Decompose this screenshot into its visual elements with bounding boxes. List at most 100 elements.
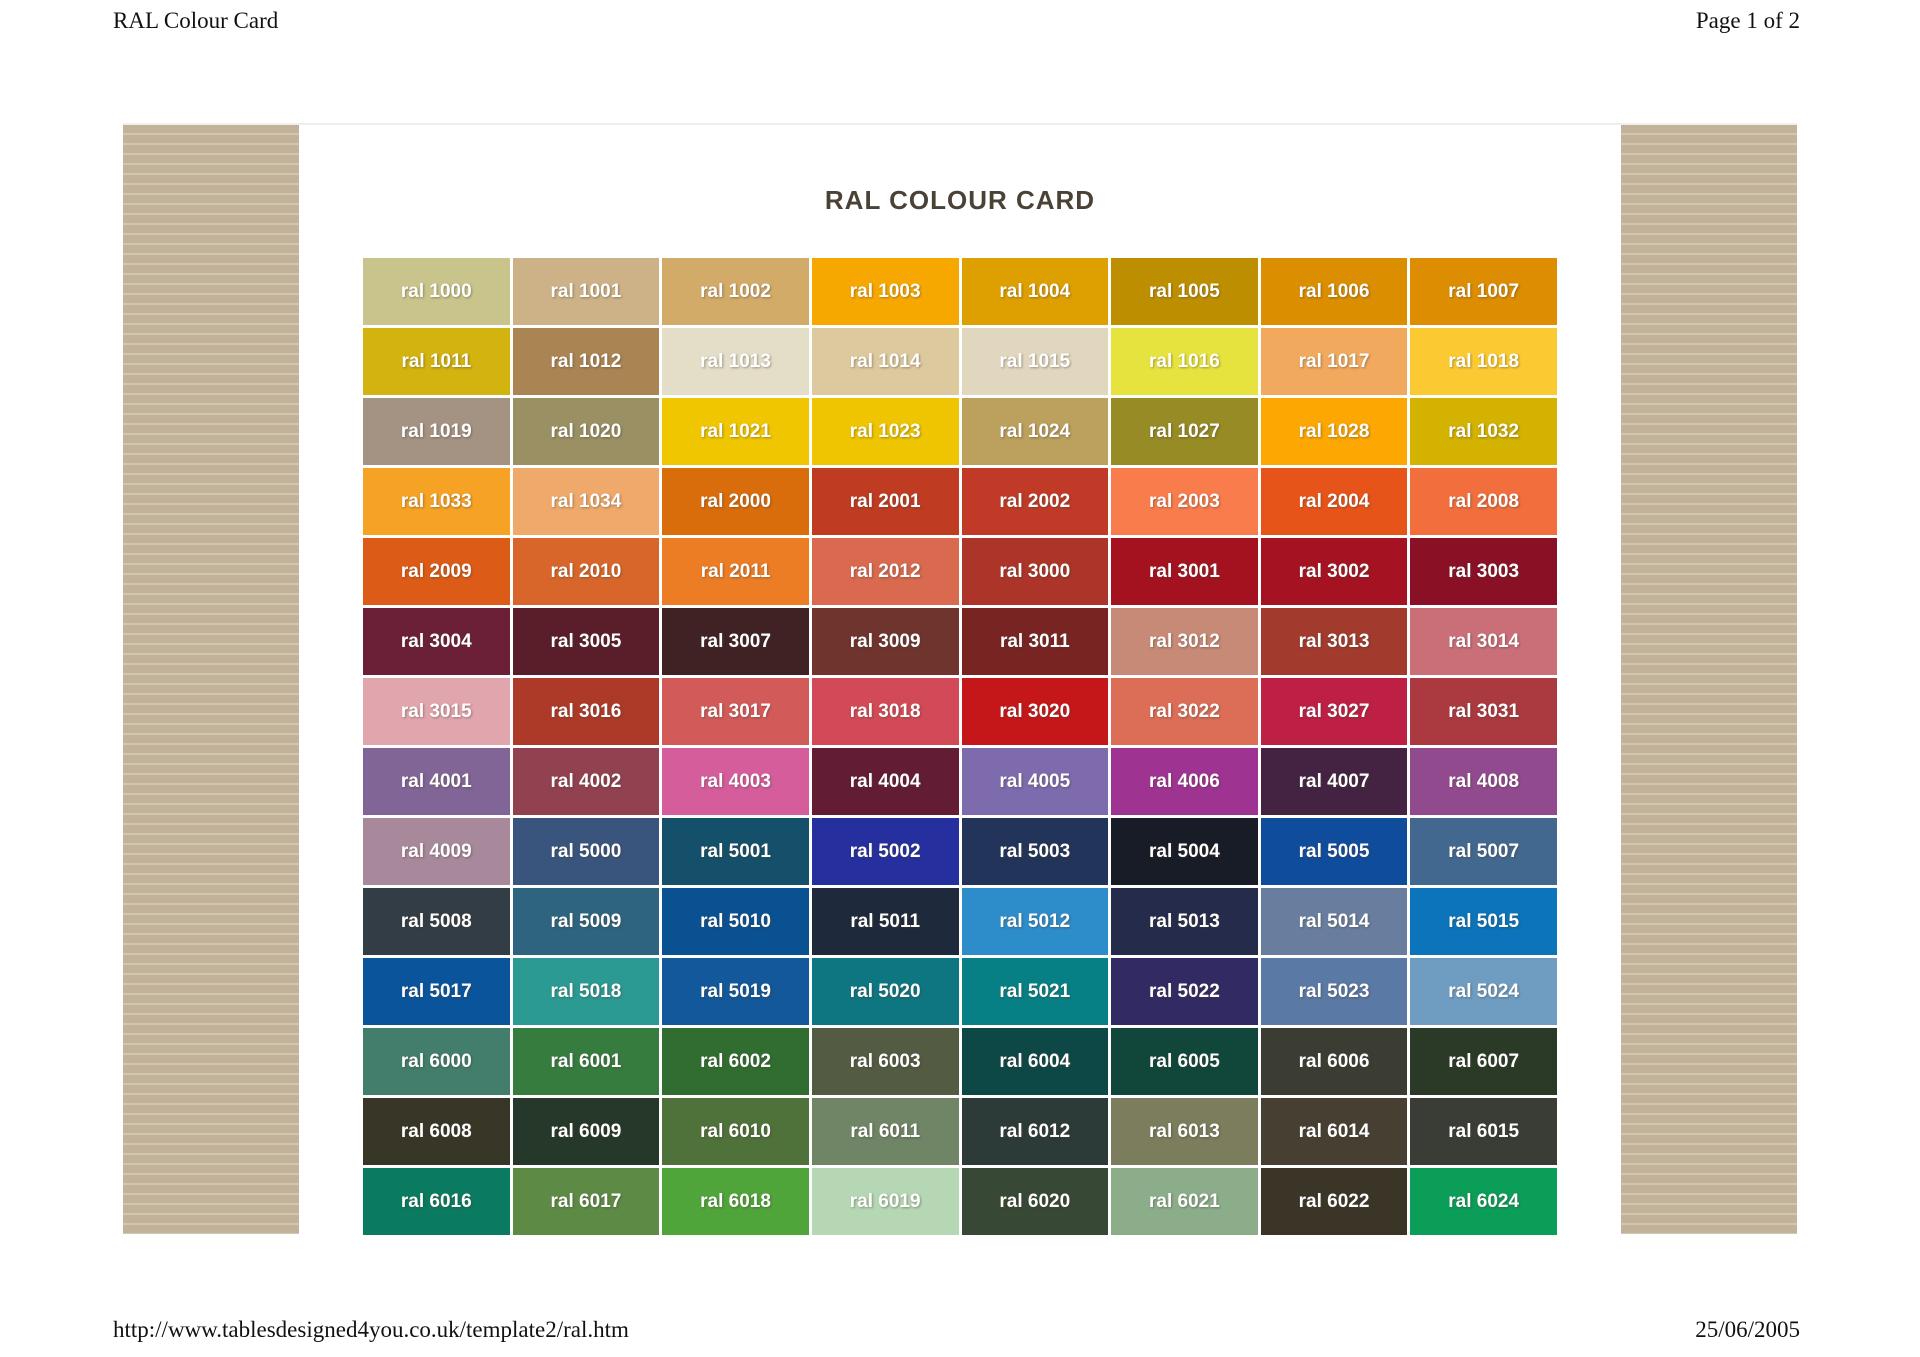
swatch-ral-2009: ral 2009: [363, 538, 510, 605]
swatch-ral-6021: ral 6021: [1111, 1168, 1258, 1235]
swatch-ral-6010: ral 6010: [662, 1098, 809, 1165]
swatch-label: ral 1021: [700, 420, 771, 442]
swatch-ral-1002: ral 1002: [662, 258, 809, 325]
swatch-label: ral 1016: [1149, 350, 1220, 372]
swatch-ral-6012: ral 6012: [961, 1098, 1109, 1165]
swatch-label: ral 3002: [1298, 560, 1370, 582]
swatch-label: ral 6018: [700, 1190, 771, 1212]
swatch-label: ral 1014: [849, 350, 921, 372]
swatch-label: ral 2001: [849, 490, 921, 512]
swatch-ral-1015: ral 1015: [961, 328, 1109, 395]
swatch-label: ral 6022: [1298, 1190, 1370, 1212]
swatch-ral-1012: ral 1012: [512, 328, 660, 395]
swatch-ral-5004: ral 5004: [1111, 818, 1258, 885]
swatch-label: ral 5013: [1149, 910, 1220, 932]
swatch-ral-5003: ral 5003: [961, 818, 1109, 885]
swatch-label: ral 6009: [550, 1120, 622, 1142]
swatch-label: ral 5010: [700, 910, 771, 932]
ral-colour-grid: ral 1000 ral 1001 ral 1002 ral 1003 ral 1004…: [363, 258, 1557, 1235]
swatch-label: ral 3012: [1149, 630, 1220, 652]
swatch-ral-1034: ral 1034: [512, 468, 660, 535]
swatch-label: ral 6006: [1298, 1050, 1370, 1072]
swatch-ral-3022: ral 3022: [1111, 678, 1258, 745]
swatch-label: ral 4008: [1448, 770, 1520, 792]
swatch-ral-4005: ral 4005: [961, 748, 1109, 815]
swatch-ral-1024: ral 1024: [961, 398, 1109, 465]
swatch-ral-6015: ral 6015: [1410, 1098, 1557, 1165]
swatch-label: ral 3017: [700, 700, 771, 722]
swatch-ral-6020: ral 6020: [961, 1168, 1109, 1235]
swatch-ral-2001: ral 2001: [811, 468, 959, 535]
swatch-label: ral 1007: [1448, 280, 1520, 302]
swatch-label: ral 5015: [1448, 910, 1520, 932]
swatch-ral-1004: ral 1004: [961, 258, 1109, 325]
swatch-label: ral 1023: [849, 420, 921, 442]
swatch-label: ral 1034: [550, 490, 622, 512]
swatch-ral-4003: ral 4003: [662, 748, 809, 815]
swatch-label: ral 1032: [1448, 420, 1520, 442]
swatch-ral-1017: ral 1017: [1260, 328, 1408, 395]
swatch-ral-5010: ral 5010: [662, 888, 809, 955]
swatch-label: ral 1013: [700, 350, 771, 372]
swatch-label: ral 6012: [999, 1120, 1071, 1142]
swatch-ral-5024: ral 5024: [1410, 958, 1557, 1025]
swatch-ral-3017: ral 3017: [662, 678, 809, 745]
swatch-label: ral 6007: [1448, 1050, 1520, 1072]
swatch-ral-5012: ral 5012: [961, 888, 1109, 955]
swatch-ral-6001: ral 6001: [512, 1028, 660, 1095]
swatch-label: ral 4009: [400, 840, 472, 862]
left-striped-margin: [123, 125, 299, 1234]
swatch-label: ral 3013: [1298, 630, 1370, 652]
swatch-ral-6006: ral 6006: [1260, 1028, 1408, 1095]
swatch-label: ral 3003: [1448, 560, 1520, 582]
swatch-label: ral 3000: [999, 560, 1071, 582]
swatch-ral-6009: ral 6009: [512, 1098, 660, 1165]
swatch-ral-6016: ral 6016: [363, 1168, 510, 1235]
swatch-ral-1032: ral 1032: [1410, 398, 1557, 465]
swatch-ral-6007: ral 6007: [1410, 1028, 1557, 1095]
swatch-label: ral 5019: [700, 980, 771, 1002]
swatch-ral-6011: ral 6011: [811, 1098, 959, 1165]
swatch-label: ral 4001: [400, 770, 472, 792]
swatch-label: ral 5008: [400, 910, 472, 932]
swatch-label: ral 3009: [849, 630, 921, 652]
swatch-label: ral 2009: [400, 560, 472, 582]
swatch-ral-1001: ral 1001: [512, 258, 660, 325]
swatch-ral-6014: ral 6014: [1260, 1098, 1408, 1165]
swatch-ral-1013: ral 1013: [662, 328, 809, 395]
print-header-page-number: Page 1 of 2: [1695, 8, 1800, 33]
swatch-ral-5013: ral 5013: [1111, 888, 1258, 955]
swatch-label: ral 5001: [700, 840, 771, 862]
swatch-ral-3018: ral 3018: [811, 678, 959, 745]
swatch-ral-1018: ral 1018: [1410, 328, 1557, 395]
swatch-ral-5000: ral 5000: [512, 818, 660, 885]
swatch-ral-3000: ral 3000: [961, 538, 1109, 605]
swatch-label: ral 3007: [700, 630, 771, 652]
swatch-ral-3011: ral 3011: [961, 608, 1109, 675]
swatch-ral-4001: ral 4001: [363, 748, 510, 815]
swatch-ral-2010: ral 2010: [512, 538, 660, 605]
print-footer-date: 25/06/2005: [1695, 1317, 1800, 1342]
swatch-ral-5023: ral 5023: [1260, 958, 1408, 1025]
swatch-label: ral 4003: [700, 770, 771, 792]
swatch-ral-6000: ral 6000: [363, 1028, 510, 1095]
swatch-label: ral 6024: [1448, 1190, 1520, 1212]
swatch-ral-3002: ral 3002: [1260, 538, 1408, 605]
swatch-label: ral 5007: [1448, 840, 1520, 862]
swatch-label: ral 1024: [999, 420, 1071, 442]
swatch-label: ral 2003: [1149, 490, 1220, 512]
swatch-label: ral 5017: [400, 980, 472, 1002]
swatch-ral-5002: ral 5002: [811, 818, 959, 885]
swatch-ral-2002: ral 2002: [961, 468, 1109, 535]
swatch-ral-6005: ral 6005: [1111, 1028, 1258, 1095]
document-content: RAL COLOUR CARD ral 1000 ral 1001 ral 1002…: [299, 125, 1621, 1235]
swatch-label: ral 2004: [1298, 490, 1370, 512]
swatch-ral-3003: ral 3003: [1410, 538, 1557, 605]
swatch-label: ral 2010: [550, 560, 622, 582]
swatch-ral-6004: ral 6004: [961, 1028, 1109, 1095]
swatch-label: ral 4005: [999, 770, 1071, 792]
swatch-label: ral 3015: [400, 700, 472, 722]
swatch-ral-1011: ral 1011: [363, 328, 510, 395]
swatch-ral-5008: ral 5008: [363, 888, 510, 955]
swatch-ral-1021: ral 1021: [662, 398, 809, 465]
